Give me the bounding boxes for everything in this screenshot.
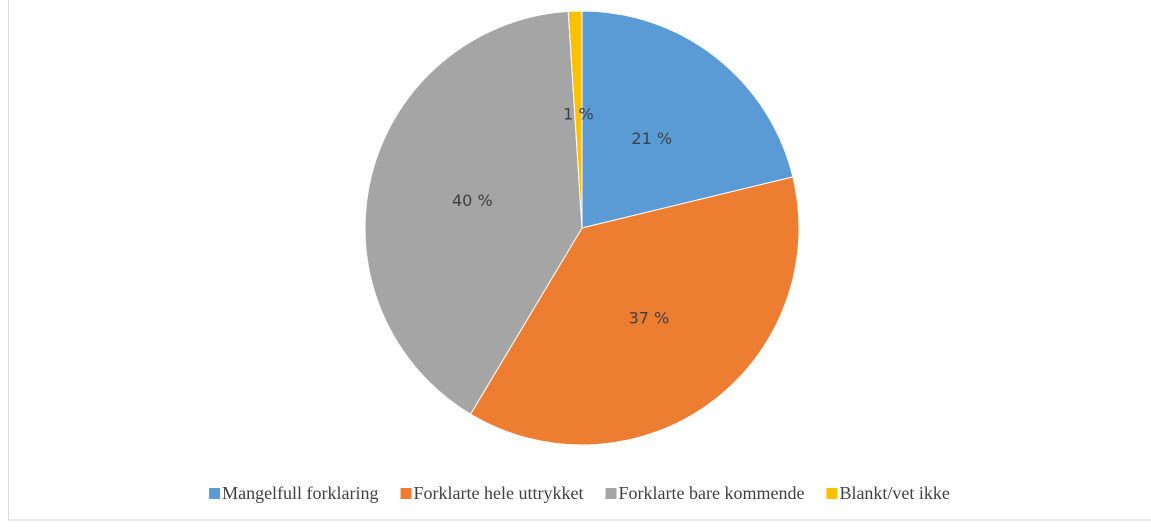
pie-slice — [567, 10, 583, 229]
legend-swatch — [605, 488, 617, 499]
data-label: 37 % — [629, 308, 670, 327]
pie: 21 % 37 % 40 % 1 % — [364, 10, 800, 446]
legend-label: Forklarte hele uttrykket — [414, 483, 584, 503]
legend-swatch — [209, 488, 221, 499]
legend-label: Forklarte bare kommende — [619, 483, 805, 503]
data-label: 21 % — [631, 129, 672, 148]
data-label: 1 % — [563, 105, 593, 124]
pie-slice — [364, 10, 583, 415]
legend-label: Mangelfull forklaring — [222, 483, 378, 503]
legend-swatch — [826, 488, 838, 499]
legend-swatch — [400, 488, 412, 499]
legend-label: Blankt/vet ikke — [839, 483, 949, 503]
pie-slice — [581, 10, 794, 229]
legend: Mangelfull forklaring Forklarte hele uttr… — [209, 483, 950, 503]
pie-slice — [469, 176, 800, 446]
data-label: 40 % — [452, 191, 493, 210]
chart-border — [8, 0, 1151, 521]
